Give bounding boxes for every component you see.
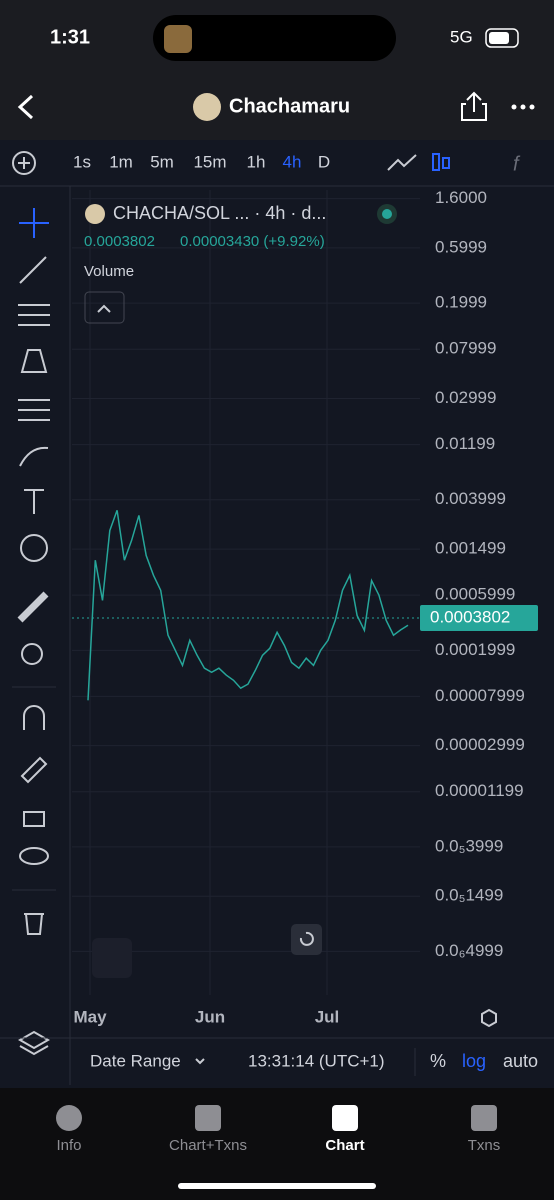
interval[interactable]: 5m	[150, 152, 174, 171]
date-range[interactable]: Date Range	[90, 1051, 181, 1070]
tab-icon	[56, 1105, 82, 1131]
interval[interactable]: 15m	[193, 152, 226, 171]
tab-icon	[332, 1105, 358, 1131]
collapse-arrow	[97, 304, 111, 313]
volume-label: Volume	[84, 263, 134, 280]
scale-option[interactable]: auto	[503, 1051, 538, 1071]
settings-button[interactable]	[481, 1008, 497, 1028]
fib-tool[interactable]	[18, 304, 50, 326]
share-button[interactable]	[461, 91, 487, 121]
interval[interactable]: 1s	[73, 152, 91, 171]
pattern-tool[interactable]	[20, 349, 48, 373]
reset-button[interactable]	[291, 924, 322, 955]
price-line	[87, 510, 409, 701]
y-tick-label: 0.1999	[435, 293, 487, 312]
add-plus	[18, 157, 30, 169]
delete-tool[interactable]	[24, 913, 44, 935]
y-tick-label: 0.00001199	[435, 781, 524, 800]
page-title: Chachamaru	[229, 95, 350, 117]
magnet-tool[interactable]	[23, 705, 45, 730]
y-tick-label: 0.02999	[435, 388, 496, 407]
interval[interactable]: D	[318, 152, 330, 171]
tab-icon	[471, 1105, 497, 1131]
interval[interactable]: 1m	[109, 152, 133, 171]
y-tick-label: 0.003999	[435, 489, 506, 508]
more-button[interactable]	[511, 104, 535, 110]
status-dot	[382, 209, 392, 219]
x-tick-label: Jul	[315, 1007, 340, 1026]
back-button[interactable]	[17, 94, 34, 120]
y-tick-label: 0.001499	[435, 539, 506, 558]
y-tick-label: 0.00007999	[435, 686, 525, 705]
network: 5G	[450, 27, 473, 46]
y-tick-label: 0.00002999	[435, 735, 525, 754]
scale-option[interactable]: log	[462, 1051, 486, 1071]
island-icon	[164, 25, 192, 53]
y-tick-label: 0.0₅3999	[435, 836, 503, 855]
unlock-tool[interactable]	[23, 811, 45, 827]
layers-tool[interactable]	[17, 1030, 51, 1056]
ruler-tool[interactable]	[17, 591, 49, 623]
tv-logo	[92, 938, 132, 978]
legend-price: 0.0003802	[84, 233, 155, 250]
reset-icon	[299, 931, 314, 946]
emoji-tool[interactable]	[20, 534, 48, 562]
add-indicator[interactable]	[12, 151, 36, 175]
fx-icon[interactable]: f	[513, 153, 521, 175]
y-tick-label: 0.0001999	[435, 640, 515, 659]
y-tick-label: 0.01199	[435, 434, 495, 453]
trendline-tool[interactable]	[19, 256, 47, 284]
y-tick-label: 0.5999	[435, 237, 487, 256]
line-chart-style[interactable]	[387, 154, 417, 171]
clock: 13:31:14 (UTC+1)	[248, 1051, 385, 1070]
token-avatar	[193, 93, 221, 121]
crosshair-tool[interactable]	[19, 208, 49, 238]
date-range-arrow	[195, 1058, 205, 1065]
y-tick-label: 0.0₅1499	[435, 886, 503, 905]
legend-avatar	[85, 204, 105, 224]
last-price-label: 0.0003802	[430, 607, 510, 626]
brush-tool[interactable]	[19, 446, 49, 467]
zoom-tool[interactable]	[21, 643, 43, 665]
battery-level	[489, 32, 509, 44]
y-tick-label: 0.0₆4999	[435, 941, 503, 960]
tab-label[interactable]: Txns	[468, 1137, 501, 1154]
x-tick-label: May	[73, 1007, 107, 1026]
tab-icon	[195, 1105, 221, 1131]
tab-label[interactable]: Chart+Txns	[169, 1137, 247, 1154]
last-price-tag	[420, 605, 538, 632]
status-time: 1:31	[50, 26, 90, 48]
dynamic-island	[153, 15, 396, 61]
y-tick-label: 0.0005999	[435, 585, 515, 604]
tab-bar	[0, 1088, 554, 1200]
scale-option[interactable]: %	[430, 1051, 446, 1071]
legend-symbol: CHACHA/SOL ... · 4h · d...	[113, 203, 326, 223]
y-tick-label: 0.07999	[435, 339, 496, 358]
home-indicator	[178, 1183, 376, 1189]
forecast-tool[interactable]	[18, 399, 50, 421]
candle-style-2	[442, 157, 450, 169]
text-tool[interactable]	[24, 489, 44, 514]
interval[interactable]: 4h	[283, 152, 302, 171]
interval[interactable]: 1h	[247, 152, 266, 171]
legend-change: 0.00003430 (+9.92%)	[180, 233, 325, 250]
y-tick-label: 1.6000	[435, 188, 487, 207]
x-tick-label: Jun	[195, 1007, 225, 1026]
tab-label[interactable]: Info	[56, 1137, 81, 1154]
tab-label[interactable]: Chart	[325, 1137, 364, 1154]
collapse-button[interactable]	[84, 291, 125, 324]
lock-draw-tool[interactable]	[20, 756, 48, 784]
candle-style[interactable]	[432, 153, 440, 171]
battery	[485, 28, 519, 48]
hide-tool[interactable]	[19, 847, 49, 865]
